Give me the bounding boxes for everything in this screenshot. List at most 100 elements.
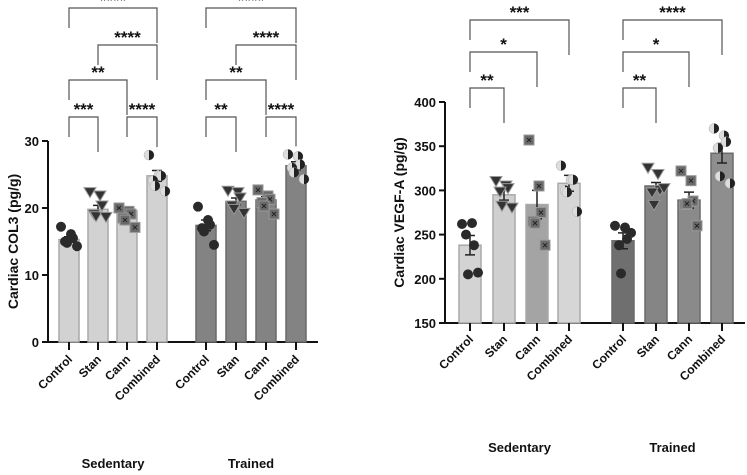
significance-bracket	[68, 116, 99, 152]
significance-label: **	[91, 63, 105, 82]
significance-label: ****	[114, 28, 141, 47]
y-tick-label: 10	[25, 268, 39, 283]
category-label: Stan	[634, 332, 662, 360]
data-point-mark	[132, 225, 138, 230]
data-point	[95, 200, 109, 212]
data-point	[647, 199, 661, 212]
data-point-half	[714, 123, 719, 134]
data-point-mark	[678, 168, 684, 174]
data-point-mark	[261, 203, 267, 209]
significance-bracket	[97, 44, 158, 80]
data-point	[89, 211, 103, 223]
data-point	[610, 220, 620, 231]
significance-label: **	[229, 63, 243, 82]
data-point	[469, 240, 479, 251]
y-tick-label: 200	[414, 272, 436, 287]
y-tick-label: 20	[25, 201, 39, 216]
data-point-half	[304, 174, 309, 185]
data-point	[56, 221, 66, 232]
data-point-mark	[526, 137, 532, 143]
data-point	[209, 239, 219, 250]
significance-label: **	[214, 100, 228, 119]
bar	[492, 194, 516, 324]
significance-label: **	[480, 71, 494, 90]
data-point	[193, 201, 203, 212]
bar	[225, 200, 247, 343]
data-point	[626, 227, 636, 238]
data-point-half	[573, 174, 578, 185]
y-tick-label: 300	[414, 183, 436, 198]
data-point-half	[567, 187, 572, 198]
significance-bracket	[68, 7, 158, 43]
category-label: Control	[172, 352, 212, 392]
data-point	[657, 183, 671, 195]
category-label: Control	[35, 352, 75, 392]
data-point-half	[726, 136, 731, 147]
data-point	[505, 202, 519, 215]
bar	[458, 244, 482, 324]
data-point-mark	[542, 242, 548, 248]
data-point-half	[161, 170, 166, 181]
data-point	[99, 211, 113, 224]
significance-label: ****	[129, 100, 156, 119]
data-point-mark	[694, 223, 700, 229]
y-tick-label: 250	[414, 228, 436, 243]
bar	[87, 208, 109, 343]
group-label: Trained	[649, 440, 695, 455]
data-point	[489, 176, 503, 188]
bar	[285, 165, 307, 343]
category-label: Stan	[482, 332, 510, 360]
category-label: Control	[436, 332, 476, 372]
data-point	[93, 190, 107, 202]
significance-label: ****	[659, 3, 686, 22]
data-point-half	[718, 142, 723, 153]
data-point	[495, 200, 509, 213]
bar	[58, 238, 80, 343]
y-axis-title: Cardiac COL3 (pg/g)	[5, 174, 21, 309]
data-point	[473, 267, 483, 278]
data-point-mark	[688, 178, 694, 184]
data-point	[645, 187, 659, 200]
data-point	[72, 241, 82, 252]
category-label: Stan	[214, 352, 242, 380]
data-point-half	[300, 159, 305, 170]
data-point-mark	[538, 210, 544, 215]
significance-label: *	[500, 35, 507, 54]
group-label: Sedentary	[488, 440, 552, 455]
data-point-half	[149, 150, 154, 161]
significance-bracket	[469, 51, 538, 87]
data-point-half	[294, 167, 299, 178]
data-point	[641, 162, 655, 175]
category-label: Control	[589, 332, 629, 372]
data-point-half	[720, 171, 725, 182]
data-point-mark	[532, 220, 538, 226]
data-point-half	[155, 180, 160, 191]
data-point	[221, 185, 235, 198]
significance-label: ****	[100, 0, 127, 10]
bar	[611, 240, 635, 324]
y-tick-label: 30	[25, 134, 39, 149]
significance-bracket	[126, 116, 158, 148]
data-point-half	[561, 160, 566, 171]
category-label: Stan	[76, 352, 104, 380]
bar	[146, 175, 168, 343]
y-axis-title: Cardiac VEGF-A (pg/g)	[391, 137, 407, 287]
data-point	[83, 187, 97, 199]
data-point-mark	[684, 201, 690, 207]
data-point-mark	[271, 211, 277, 217]
y-tick-label: 400	[414, 95, 436, 110]
data-point	[237, 207, 251, 220]
y-tick-label: 150	[414, 316, 436, 331]
y-tick-label: 0	[32, 335, 39, 350]
data-point	[227, 203, 241, 216]
significance-bracket	[622, 51, 690, 87]
data-point-mark	[122, 217, 128, 223]
data-point	[467, 218, 477, 229]
significance-label: ***	[510, 3, 530, 22]
data-point-mark	[116, 205, 122, 211]
significance-bracket	[205, 116, 237, 152]
significance-label: ****	[238, 0, 265, 10]
data-point	[463, 269, 473, 280]
